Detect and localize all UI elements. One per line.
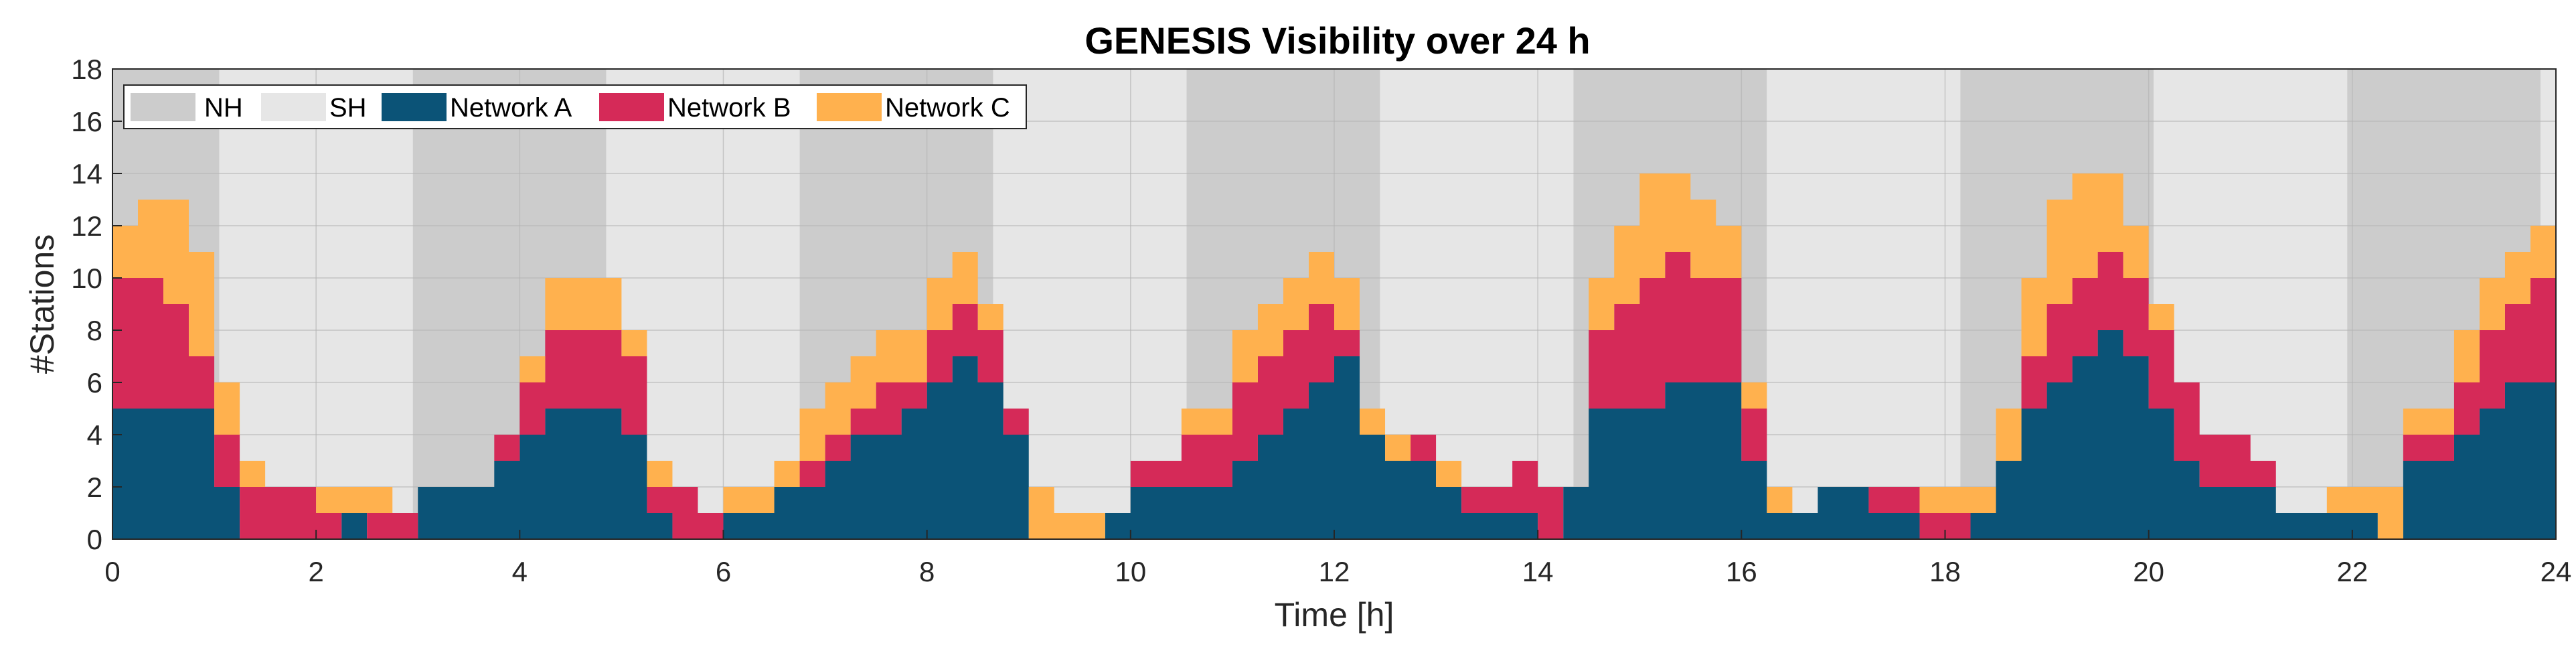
- x-tick-label-12: 24: [2541, 556, 2572, 587]
- y-tick-label-0: 0: [87, 524, 102, 555]
- legend-label-network-a: Network A: [450, 93, 572, 123]
- area-network-a: [112, 330, 2556, 539]
- legend-swatch-network-a: [382, 93, 447, 121]
- y-tick-label-8: 16: [71, 106, 102, 137]
- x-tick-label-9: 18: [1929, 556, 1961, 587]
- x-tick-label-4: 8: [919, 556, 935, 587]
- y-tick-label-9: 18: [71, 54, 102, 85]
- legend-label-network-b: Network B: [667, 93, 791, 123]
- band-sh-9: [1767, 69, 1961, 539]
- y-axis-ticks: 0 2 4 6 8 10 12 14 16 18: [71, 54, 122, 555]
- x-tick-label-2: 4: [512, 556, 528, 587]
- y-tick-label-4: 8: [87, 315, 102, 346]
- legend-swatch-network-c: [817, 93, 882, 121]
- legend-swatch-network-b: [599, 93, 664, 121]
- x-tick-label-5: 10: [1115, 556, 1146, 587]
- x-tick-label-3: 6: [716, 556, 731, 587]
- y-tick-label-5: 10: [71, 263, 102, 294]
- y-tick-label-1: 2: [87, 471, 102, 503]
- legend-swatch-nh: [131, 93, 195, 121]
- x-tick-label-1: 2: [308, 556, 323, 587]
- legend-label-network-c: Network C: [885, 93, 1010, 123]
- y-tick-label-6: 12: [71, 210, 102, 242]
- legend-swatch-sh: [261, 93, 326, 121]
- x-tick-label-11: 22: [2336, 556, 2368, 587]
- y-tick-label-7: 14: [71, 158, 102, 190]
- x-tick-label-6: 12: [1319, 556, 1350, 587]
- x-axis-title: Time [h]: [1275, 596, 1394, 634]
- y-tick-label-3: 6: [87, 367, 102, 398]
- y-tick-label-2: 4: [87, 419, 102, 451]
- legend-label-nh: NH: [204, 93, 243, 123]
- legend: NH SH Network A Network B Network C: [123, 84, 1027, 129]
- stacked-areas: [112, 173, 2556, 539]
- x-tick-label-10: 20: [2133, 556, 2164, 587]
- y-axis-title: #Stations: [23, 234, 61, 374]
- area-network-c: [112, 173, 2556, 539]
- legend-label-sh: SH: [329, 93, 367, 123]
- x-tick-label-8: 16: [1726, 556, 1757, 587]
- chart-title: GENESIS Visibility over 24 h: [1084, 19, 1590, 62]
- x-axis-ticks: 0 2 4 6 8 10 12 14 16 18 20 22 24: [104, 530, 2571, 587]
- x-tick-label-7: 14: [1522, 556, 1554, 587]
- x-tick-label-0: 0: [104, 556, 120, 587]
